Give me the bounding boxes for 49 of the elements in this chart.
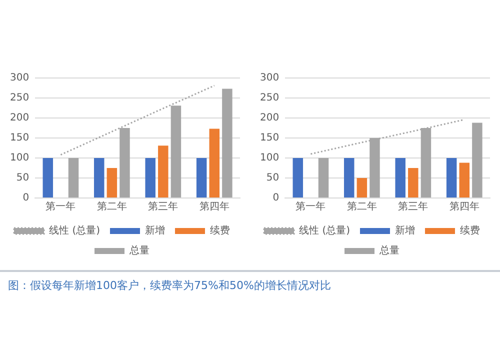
legend-label: 线性 (总量) (299, 224, 350, 237)
x-tick-label: 第二年 (96, 200, 127, 213)
bar (318, 158, 329, 198)
y-tick-label: 300 (10, 72, 30, 84)
bar (472, 122, 482, 198)
bar (292, 158, 304, 198)
bar (106, 168, 118, 198)
bar (145, 158, 156, 198)
bar (356, 178, 368, 198)
y-tick-label: 100 (10, 152, 30, 164)
legend-label: 线性 (总量) (49, 224, 100, 237)
x-tick-label: 第四年 (449, 200, 480, 213)
bar (196, 158, 207, 198)
bar (94, 158, 104, 198)
y-tick-label: 0 (22, 192, 30, 204)
legend-label: 续费 (460, 224, 480, 237)
bar (42, 158, 54, 198)
legend-label: 新增 (394, 224, 415, 237)
bar (446, 158, 457, 198)
bar (459, 162, 470, 198)
bar (344, 158, 354, 198)
y-tick-label: 100 (260, 152, 280, 164)
bar (408, 168, 418, 198)
y-tick-label: 200 (10, 112, 30, 124)
bar (209, 128, 220, 198)
legend-label: 新增 (144, 224, 165, 237)
y-tick-label: 150 (10, 132, 30, 144)
x-tick-label: 第一年 (296, 200, 326, 213)
legend-label: 总量 (128, 244, 150, 257)
x-tick-label: 第一年 (46, 200, 76, 213)
y-tick-label: 250 (260, 92, 280, 104)
y-tick-label: 250 (10, 92, 30, 104)
y-tick-label: 150 (260, 132, 280, 144)
y-tick-label: 200 (260, 112, 280, 124)
x-tick-label: 第二年 (346, 200, 377, 213)
legend-label: 续费 (210, 224, 230, 237)
bar (158, 146, 168, 198)
y-tick-label: 0 (272, 192, 280, 204)
x-tick-label: 第四年 (199, 200, 230, 213)
x-tick-label: 第三年 (148, 200, 178, 213)
bar (68, 158, 79, 198)
y-tick-label: 50 (266, 172, 280, 184)
y-tick-label: 50 (16, 172, 30, 184)
x-tick-label: 第三年 (398, 200, 428, 213)
bar (222, 88, 232, 198)
y-tick-label: 300 (260, 72, 280, 84)
legend-label: 总量 (378, 244, 400, 257)
text: 图：假设每年新增100客户，续费率为75%和50%的增长情况对比 (8, 278, 332, 293)
bar (395, 158, 406, 198)
